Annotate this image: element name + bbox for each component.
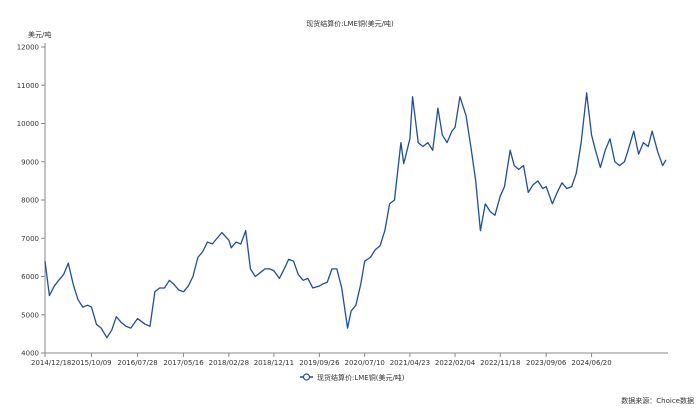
y-tick-label: 6000: [21, 273, 39, 281]
y-tick-label: 7000: [21, 235, 39, 243]
x-tick-label: 2018/12/11: [254, 359, 294, 367]
x-tick-label: 2016/07/28: [117, 359, 157, 367]
y-tick-label: 11000: [17, 82, 39, 90]
x-tick-label: 2020/07/10: [345, 359, 385, 367]
legend[interactable]: 现货结算价:LME铜(美元/吨): [300, 373, 405, 382]
x-tick-label: 2019/09/26: [299, 359, 340, 367]
y-tick-label: 10000: [17, 120, 39, 128]
legend-label: 现货结算价:LME铜(美元/吨): [317, 373, 405, 382]
x-tick-label: 2021/04/23: [390, 359, 430, 367]
series-line: [44, 92, 667, 339]
x-tick-label: 2022/02/04: [435, 359, 476, 367]
x-tick-label: 2017/05/16: [163, 359, 204, 367]
y-tick-label: 9000: [21, 158, 39, 166]
x-tick-label: 2018/02/28: [209, 359, 249, 367]
y-tick-label: 8000: [21, 197, 39, 205]
y-unit-label: 美元/吨: [28, 30, 51, 39]
x-tick-label: 2024/06/20: [571, 359, 611, 367]
legend-marker-icon: [302, 373, 311, 381]
x-tick-label: 2022/11/18: [480, 359, 520, 367]
plot-area: [44, 92, 667, 339]
y-tick-label: 5000: [21, 311, 39, 319]
x-tick-label: 2015/10/09: [71, 359, 111, 367]
y-axis: 4000 5000 6000 7000 8000 9000 10000 11000 12000: [17, 43, 46, 358]
x-axis: 2014/12/18 2015/10/09 2016/07/28 2017/05/16…: [31, 352, 668, 367]
y-tick-label: 4000: [21, 350, 39, 358]
source-note: 数据来源：Choice数据: [621, 396, 694, 405]
chart-title: 现货结算价:LME铜(美元/吨): [306, 19, 394, 28]
x-tick-label: 2014/12/18: [31, 359, 71, 367]
y-tick-label: 12000: [17, 44, 39, 52]
x-tick-label: 2023/09/06: [526, 359, 567, 367]
